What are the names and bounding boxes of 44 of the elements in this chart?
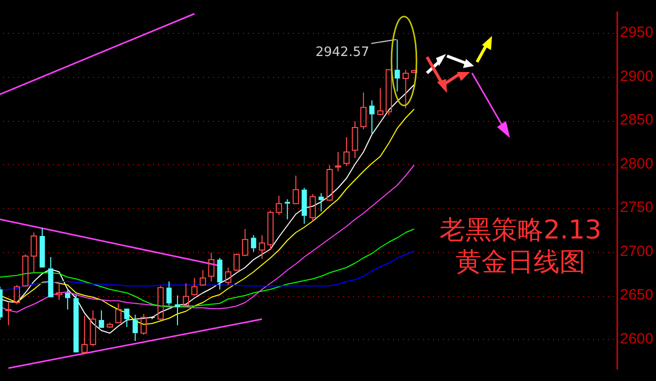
candlestick [48, 256, 54, 298]
candlestick [402, 69, 409, 109]
y-tick-label: 2700 [620, 242, 654, 260]
candlestick [191, 278, 198, 296]
candlestick [217, 257, 222, 290]
candlestick [90, 310, 96, 347]
candlestick [302, 187, 307, 224]
y-tick-label: 2950 [620, 24, 654, 42]
candlestick [64, 288, 70, 310]
candlestick [182, 282, 190, 308]
candlestick [343, 136, 350, 166]
y-tick-label: 2750 [620, 199, 654, 216]
y-tick-label: 2800 [620, 155, 654, 172]
candlestick [242, 228, 248, 257]
candlestick [292, 175, 299, 204]
annotation: 2942.57 [315, 44, 370, 60]
candlestick [124, 308, 130, 328]
candlestick [276, 195, 282, 216]
candlestick [334, 152, 342, 172]
candlestick [258, 234, 266, 260]
candlestick [98, 310, 104, 328]
candlestick [318, 192, 324, 212]
candlestick [81, 315, 88, 355]
candlestick [5, 302, 12, 326]
candlestick [56, 282, 62, 300]
candlestick [394, 39, 400, 92]
text: 老黑策略2.13黄金日线图 [440, 215, 602, 278]
candlestick [73, 294, 79, 352]
candlestick [200, 270, 206, 286]
candlestick [208, 252, 214, 282]
candlestick [352, 120, 358, 159]
candlestick [132, 314, 138, 342]
candlestick [377, 88, 384, 116]
y-tick-label: 2900 [620, 68, 654, 85]
candlestick [40, 228, 45, 268]
y-tick-label: 2850 [620, 112, 654, 129]
y-tick-label: 2600 [620, 330, 654, 348]
candlestick [166, 281, 172, 306]
candlestick [174, 295, 180, 326]
candlestick [369, 100, 375, 134]
candlestick [30, 232, 37, 274]
candlestick [250, 234, 256, 252]
candlestick [360, 92, 367, 130]
y-tick-label: 2650 [620, 286, 654, 304]
